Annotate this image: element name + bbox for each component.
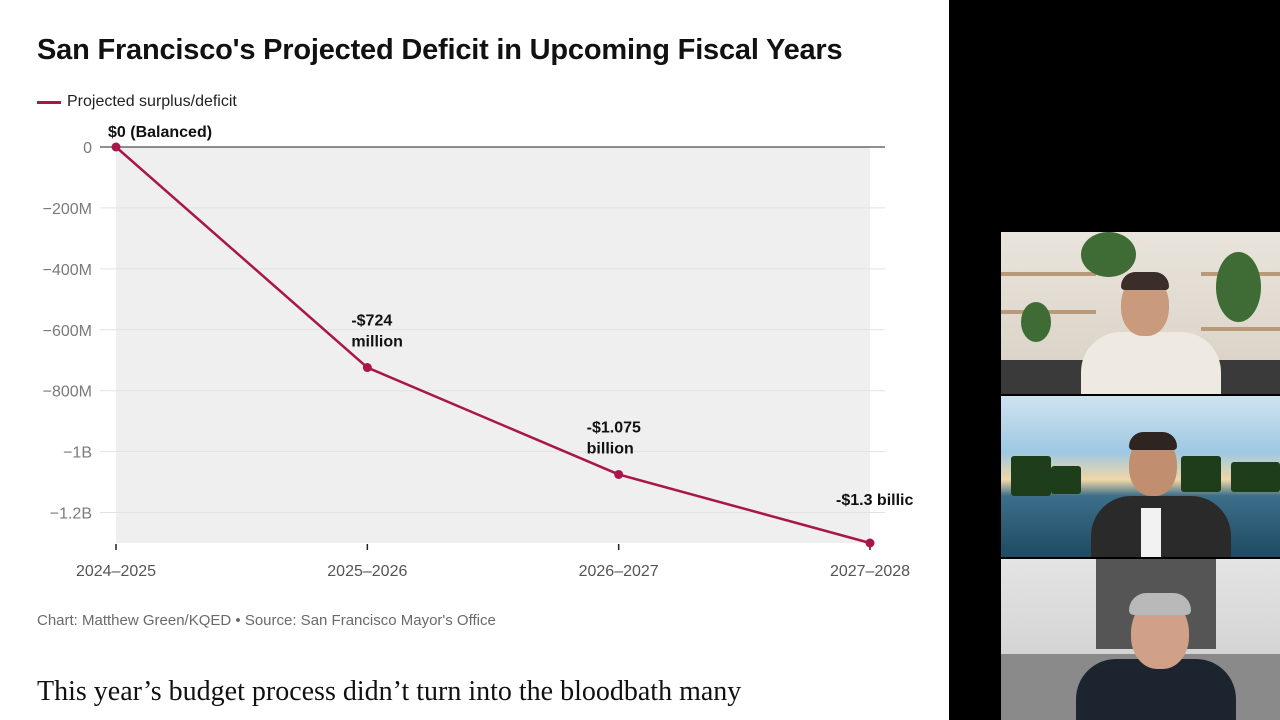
series-line	[115, 146, 871, 545]
y-tick-label: −800M	[43, 384, 92, 401]
line-chart: 0 −200M −400M −600M −800M −1B −1.2B 2024–2025 20…	[43, 124, 914, 580]
chart-title: San Francisco's Projected Deficit in Upc…	[37, 34, 843, 66]
y-tick-label: 0	[83, 140, 92, 157]
data-label: -$724	[351, 313, 392, 330]
x-tick-label: 2026–2027	[579, 563, 659, 580]
data-point	[865, 538, 875, 548]
x-tick-label: 2025–2026	[327, 563, 407, 580]
legend-swatch	[37, 100, 61, 104]
data-point	[111, 142, 121, 152]
data-label: -$1.3 billic	[836, 492, 913, 509]
article-panel: San Francisco's Projected Deficit in Upc…	[0, 0, 949, 720]
participant-video-3[interactable]	[1001, 559, 1280, 720]
data-point	[362, 363, 372, 373]
data-label: million	[351, 334, 403, 351]
article-body-text: This year’s budget process didn’t turn i…	[37, 676, 742, 707]
data-point	[614, 469, 624, 479]
data-label: -$1.075	[587, 419, 641, 436]
legend-label: Projected surplus/deficit	[67, 93, 237, 110]
y-tick-label: −600M	[43, 323, 92, 340]
x-tick-label: 2024–2025	[76, 563, 156, 580]
participant-video-1[interactable]	[1001, 232, 1280, 394]
participant-video-2[interactable]	[1001, 396, 1280, 557]
x-tick-label: 2027–2028	[830, 563, 910, 580]
y-tick-label: −1.2B	[50, 506, 92, 523]
plot-background	[116, 147, 870, 543]
chart-source-line: Chart: Matthew Green/KQED • Source: San …	[37, 612, 496, 629]
y-tick-label: −1B	[63, 445, 92, 462]
y-tick-label: −200M	[43, 201, 92, 218]
y-tick-label: −400M	[43, 262, 92, 279]
data-label: $0 (Balanced)	[108, 124, 212, 141]
video-call-panel	[1001, 232, 1280, 720]
data-label: billion	[587, 440, 634, 457]
chart-legend: Projected surplus/deficit	[37, 93, 237, 111]
